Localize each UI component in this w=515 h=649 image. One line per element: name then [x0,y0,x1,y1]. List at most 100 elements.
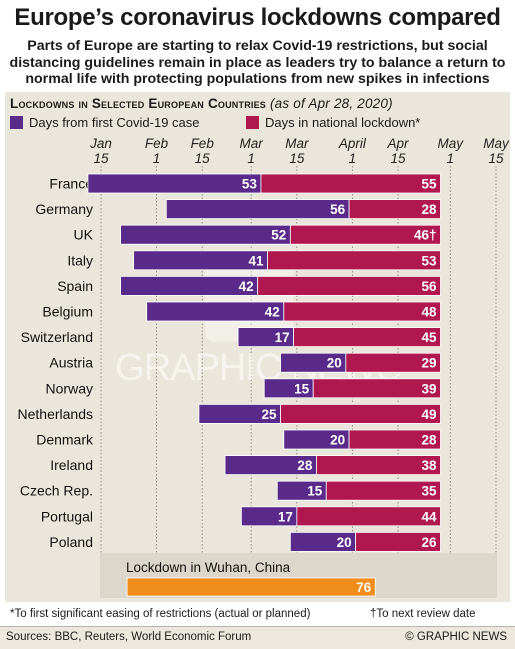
bar-value-lockdown: 56 [421,279,437,294]
bar-value-first-case: 52 [271,228,286,243]
x-tick-label-month: Jan [89,136,112,151]
bar-lockdown [289,224,441,245]
x-tick-label-month: May [483,136,510,151]
country-label: Belgium [42,304,93,320]
bar-value-lockdown: 44 [421,509,437,524]
bar-value-lockdown: 39 [421,381,436,396]
x-tick-label-month: Feb [145,136,169,151]
x-tick-label-day: 15 [488,151,504,166]
x-tick-label-day: 15 [195,151,211,166]
bar-value-lockdown: 35 [421,484,437,499]
country-label: Portugal [41,508,93,524]
bar-value-first-case: 15 [294,381,310,396]
bar-value-lockdown: 38 [421,458,437,473]
country-label: Germany [35,201,93,217]
credit-text: © GRAPHIC NEWS [405,631,507,643]
bar-first-case [120,224,291,245]
bar-lockdown [283,301,441,322]
country-label: Czech Rep. [20,483,93,499]
bar-value-first-case: 20 [327,356,342,371]
bar-first-case [165,199,350,220]
country-label: UK [74,227,94,243]
x-tick-label-day: 15 [391,151,407,166]
bar-lockdown [345,352,441,373]
x-tick-label-day: 1 [247,151,255,166]
bar-value-first-case: 17 [278,509,293,524]
bar-wuhan [126,577,376,597]
bar-value-lockdown: 49 [421,407,436,422]
bar-value-lockdown: 48 [421,305,437,320]
bar-value-lockdown: 28 [421,202,437,217]
bar-lockdown [296,506,441,527]
bar-first-case [120,275,259,296]
source-text: Sources: BBC, Reuters, World Economic Fo… [6,631,252,643]
section-heading-text: Lockdowns in Selected European Countries [10,96,267,111]
country-label: Ireland [50,457,93,473]
section-heading: Lockdowns in Selected European Countries… [10,96,393,111]
country-label: Austria [49,355,93,371]
country-label: France [49,176,93,192]
bar-lockdown [348,199,441,220]
bar-lockdown [348,429,441,450]
country-label: Spain [57,278,93,294]
source-bar: Sources: BBC, Reuters, World Economic Fo… [0,626,515,649]
bar-value-first-case: 17 [275,330,290,345]
x-tick-label-day: 1 [349,151,357,166]
legend-first-case: Days from first Covid-19 case [10,115,200,130]
x-tick-label-month: Mar [240,136,264,151]
x-tick-label-month: Mar [285,136,309,151]
legend-lockdown: Days in national lockdown* [246,115,420,130]
bar-value-lockdown: 55 [421,177,437,192]
x-tick-label-day: 1 [447,151,455,166]
bar-value-first-case: 20 [330,433,345,448]
bar-lockdown [293,327,441,348]
bar-lockdown [257,275,441,296]
footnote-review: †To next review date [370,608,476,620]
bar-value-lockdown: 45 [421,330,437,345]
country-label: Denmark [36,432,94,448]
legend-label-first-case: Days from first Covid-19 case [29,115,200,130]
x-tick-label-month: Feb [191,136,215,151]
bar-value-lockdown: 26 [421,535,437,550]
bar-value-first-case: 42 [239,279,254,294]
bar-first-case [133,250,268,271]
bar-lockdown [316,455,441,476]
bar-first-case [87,173,262,194]
bar-lockdown [325,480,441,501]
bar-value-first-case: 15 [307,484,323,499]
legend-label-lockdown: Days in national lockdown* [265,115,421,130]
x-tick-label-month: Apr [387,136,410,151]
country-label: Switzerland [21,329,93,345]
chart-title: Europe’s coronavirus lockdowns compared [14,4,501,31]
bar-first-case [146,301,285,322]
bar-lockdown [280,403,441,424]
bar-lockdown [260,173,441,194]
country-label: Netherlands [18,406,94,422]
x-tick-label-month: April [338,136,367,151]
bar-value-first-case: 42 [265,305,280,320]
bar-value-lockdown: 29 [421,356,436,371]
x-tick-label-day: 1 [153,151,161,166]
bar-value-lockdown: 46† [414,228,437,243]
bar-value-first-case: 28 [297,458,313,473]
country-label: Poland [49,534,93,550]
country-label: Italy [67,252,93,268]
wuhan-label: Lockdown in Wuhan, China [126,560,291,575]
bar-value-first-case: 20 [337,535,352,550]
bar-value-wuhan: 76 [356,580,372,595]
x-tick-label-day: 15 [289,151,305,166]
bar-value-first-case: 56 [330,202,346,217]
footnote-easing: *To first significant easing of restrict… [10,608,311,620]
bar-lockdown [355,532,441,552]
bar-value-first-case: 41 [248,253,264,268]
legend-swatch-lockdown [246,116,259,129]
bar-lockdown [312,378,441,399]
x-tick-label-month: May [438,136,465,151]
bar-value-lockdown: 28 [421,433,437,448]
legend-swatch-first-case [10,116,23,129]
as-of-date: (as of Apr 28, 2020) [269,96,393,111]
bar-value-first-case: 53 [242,177,258,192]
chart-subtitle: Parts of Europe are starting to relax Co… [9,38,506,87]
bar-value-first-case: 25 [262,407,278,422]
